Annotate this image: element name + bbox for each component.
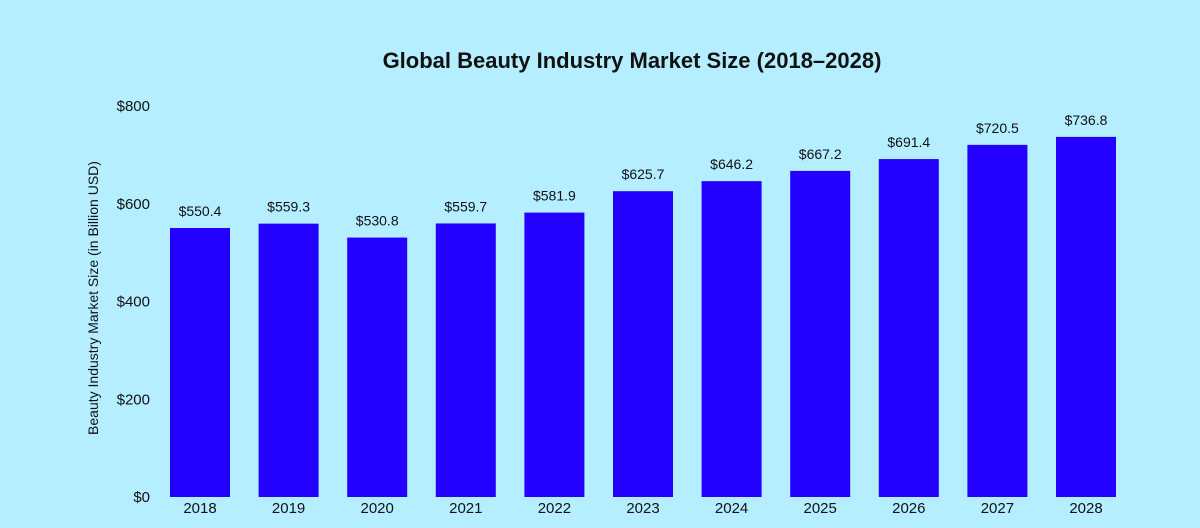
x-tick-label-2023: 2023	[626, 500, 659, 517]
bar-2018	[170, 227, 230, 497]
x-tick-label-2024: 2024	[715, 500, 748, 517]
data-label-2018: $550.4	[179, 203, 222, 219]
x-tick-label-2019: 2019	[272, 500, 305, 517]
bar-2021	[435, 223, 496, 497]
data-label-2028: $736.8	[1065, 112, 1108, 128]
data-label-2025: $667.2	[799, 146, 842, 162]
y-axis-label: Beauty Industry Market Size (in Billion …	[85, 161, 101, 435]
data-label-2020: $530.8	[356, 213, 399, 229]
x-axis-ticks: 2018 2019 2020 2021 2022 2023 2024 2025 2026 2027…	[183, 500, 1102, 517]
bar-2023	[613, 191, 673, 497]
bars	[170, 136, 1116, 498]
bar-2026	[878, 159, 939, 497]
data-label-2022: $581.9	[533, 188, 576, 204]
data-label-2023: $625.7	[622, 166, 665, 182]
x-tick-label-2018: 2018	[183, 500, 216, 517]
bar-2025	[790, 170, 851, 497]
x-tick-label-2028: 2028	[1069, 500, 1102, 517]
x-tick-label-2020: 2020	[361, 500, 394, 517]
data-label-2026: $691.4	[887, 134, 930, 150]
chart-title: Global Beauty Industry Market Size (2018…	[383, 48, 882, 73]
y-tick-label: $800	[117, 98, 150, 115]
bar-2028	[1056, 136, 1116, 497]
bar-2019	[258, 223, 319, 497]
data-label-2021: $559.7	[444, 198, 487, 214]
y-tick-label: $400	[117, 294, 150, 311]
x-tick-label-2022: 2022	[538, 500, 571, 517]
y-tick-label: $600	[117, 196, 150, 213]
bar-2022	[524, 212, 585, 497]
y-tick-label: $0	[133, 489, 150, 506]
data-label-2019: $559.3	[267, 199, 310, 215]
x-tick-label-2025: 2025	[804, 500, 837, 517]
y-tick-label: $200	[117, 391, 150, 408]
bar-2027	[967, 144, 1028, 497]
x-tick-label-2026: 2026	[892, 500, 925, 517]
y-axis-ticks: $0 $200 $400 $600 $800	[117, 98, 150, 506]
bar-2020	[347, 237, 408, 497]
data-label-2024: $646.2	[710, 156, 753, 172]
x-tick-label-2027: 2027	[981, 500, 1014, 517]
bar-2024	[701, 181, 762, 498]
data-label-2027: $720.5	[976, 120, 1019, 136]
bar-data-labels: $550.4 $559.3 $530.8 $559.7 $581.9 $625.7 $646…	[179, 112, 1108, 229]
x-tick-label-2021: 2021	[449, 500, 482, 517]
